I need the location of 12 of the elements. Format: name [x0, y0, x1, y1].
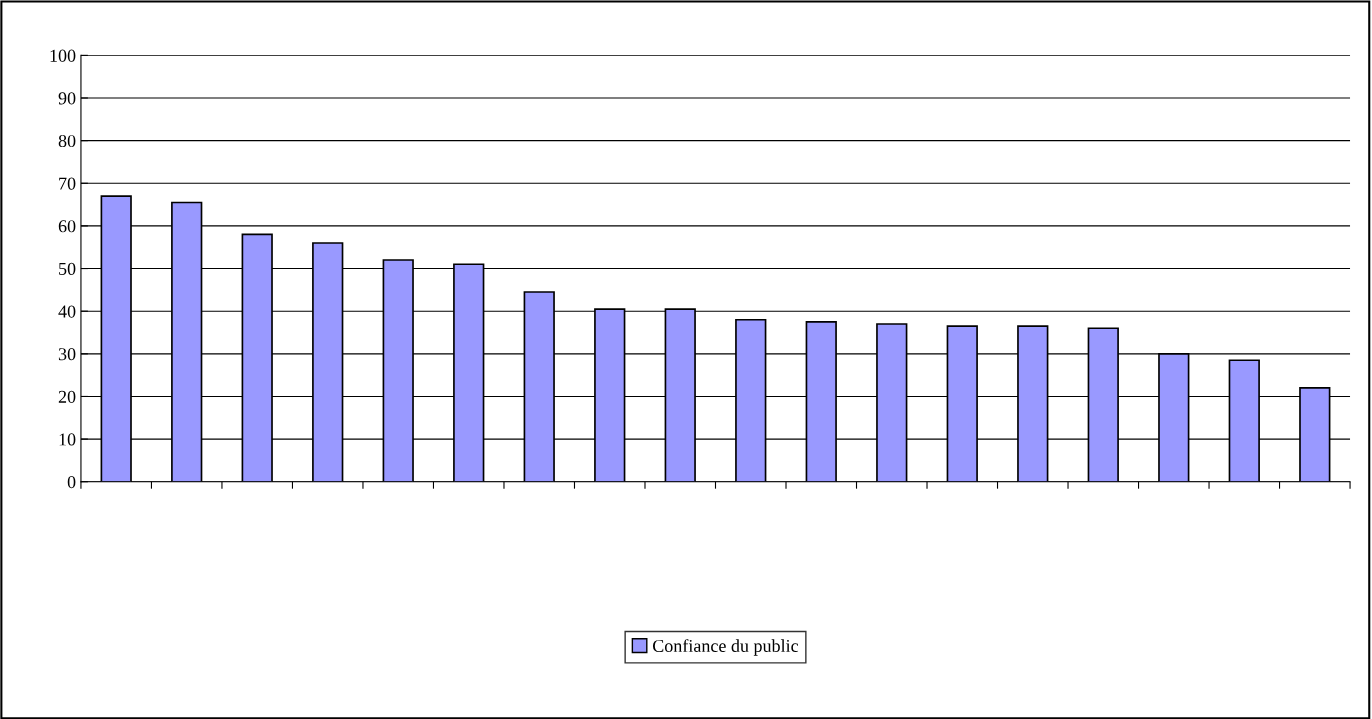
y-tick-label: 70 — [59, 177, 76, 190]
y-tick-label: 30 — [58, 348, 76, 361]
y-tick-label: 20 — [58, 390, 76, 403]
y-tick-label: 80 — [58, 134, 76, 148]
y-tick-label: 90 — [58, 92, 76, 105]
legend-label: Confiance du public — [652, 639, 799, 656]
y-tick-label: 100 — [50, 49, 76, 62]
y-tick-label: 10 — [59, 433, 76, 446]
y-tick-label: 60 — [58, 220, 76, 233]
y-tick-label: 0 — [67, 475, 76, 489]
y-tick-label: 50 — [59, 262, 76, 275]
y-tick-label: 40 — [58, 305, 76, 318]
